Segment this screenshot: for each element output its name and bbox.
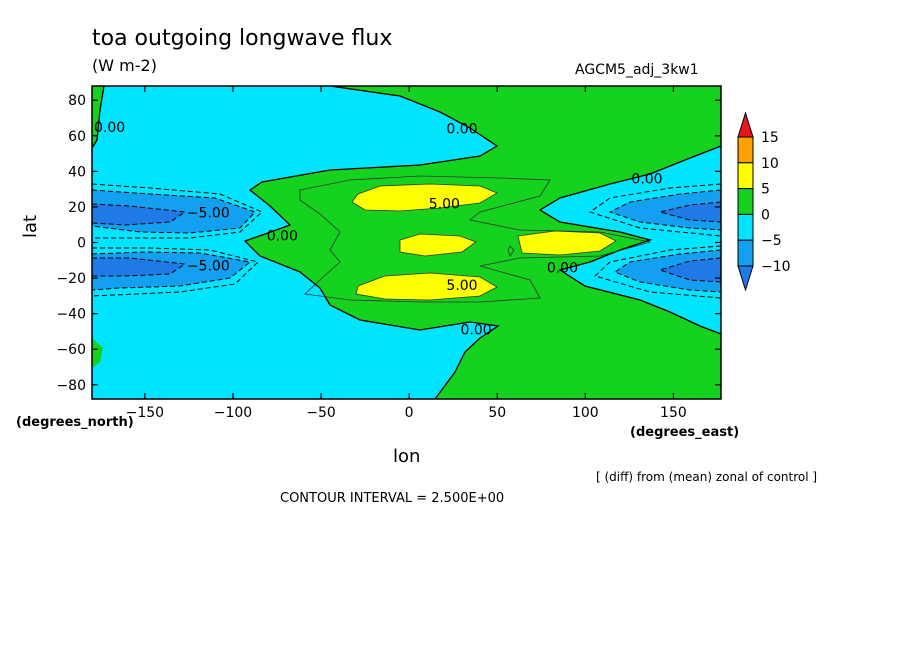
contour-label: −5.00 <box>187 205 230 221</box>
field-positive-equator-core <box>400 234 476 256</box>
y-tick-label: −40 <box>56 307 86 323</box>
contour-label: 0.00 <box>94 120 125 136</box>
contour-label: −5.00 <box>187 259 230 275</box>
colorbar-bottom-arrow <box>737 265 754 292</box>
contour-label: 0.00 <box>461 323 492 339</box>
colorbar-segment <box>737 239 754 267</box>
colorbar-segment <box>737 213 754 241</box>
contour-interval: CONTOUR INTERVAL = 2.500E+00 <box>280 491 505 506</box>
colorbar-label: 0 <box>761 207 770 223</box>
colorbar: 15 10 5 0 −5 −10 <box>737 111 791 292</box>
contour-label: 0.00 <box>547 260 578 276</box>
colorbar-label: −10 <box>761 259 791 275</box>
x-axis-title: lon <box>393 446 421 467</box>
colorbar-label: 5 <box>761 182 770 198</box>
field-positive-east-core <box>518 231 616 255</box>
contour-labels: 0.00 0.00 0.00 −5.00 0.00 5.00 0.00 −5.00 5.00 0.… <box>94 120 663 339</box>
x-unit-label: (degrees_east) <box>630 425 740 440</box>
field-minus-ten-west-south <box>92 258 185 276</box>
chart-units: (W m-2) <box>92 56 157 75</box>
x-tick-label: 50 <box>488 405 506 421</box>
y-tick-label: 60 <box>68 129 86 145</box>
field-minus-ten-east-north <box>660 202 721 222</box>
y-tick-label: 80 <box>68 93 86 109</box>
colorbar-label: 15 <box>761 130 779 146</box>
y-tick-label: 20 <box>68 200 86 216</box>
x-tick-label: −50 <box>306 405 336 421</box>
y-axis-ticks: −80 −60 −40 −20 0 20 40 60 80 <box>56 93 721 394</box>
field-minus-ten-east-south <box>660 258 721 282</box>
colorbar-segment <box>737 136 754 164</box>
x-tick-label: 100 <box>572 405 599 421</box>
field-positive-north-core <box>352 184 497 211</box>
y-axis-title: lat <box>20 214 41 238</box>
zero-contours <box>92 86 721 399</box>
contour-label: 0.00 <box>446 122 477 138</box>
field-minus-ten-west-north <box>92 204 185 225</box>
x-tick-label: 150 <box>660 405 687 421</box>
chart-title: toa outgoing longwave flux <box>92 26 393 51</box>
y-tick-label: 40 <box>68 164 86 180</box>
y-tick-label: −80 <box>56 378 86 394</box>
negative-contours <box>92 183 721 299</box>
y-tick-label: −60 <box>56 342 86 358</box>
field-west-edge-positive-south <box>92 338 103 368</box>
positive-contours <box>299 175 651 303</box>
colorbar-label: 10 <box>761 156 779 172</box>
contour-label: 5.00 <box>429 196 460 212</box>
colorbar-segment <box>737 188 754 215</box>
contour-label: 0.00 <box>267 228 298 244</box>
y-tick-label: −20 <box>56 271 86 287</box>
x-tick-label: 0 <box>405 405 414 421</box>
field-negative-northwest <box>92 86 498 399</box>
x-axis-ticks: −150 −100 −50 0 50 100 150 <box>126 86 687 421</box>
colorbar-segment <box>737 162 754 190</box>
x-tick-label: −100 <box>214 405 252 421</box>
difference-note: [ (diff) from (mean) zonal of control ] <box>596 470 818 484</box>
filled-contour-field: 0.00 0.00 0.00 −5.00 0.00 5.00 0.00 −5.00 5.00 0.… <box>92 86 721 399</box>
dataset-label: AGCM5_adj_3kw1 <box>575 62 699 78</box>
colorbar-label: −5 <box>761 233 782 249</box>
contour-label: 5.00 <box>446 278 477 294</box>
contour-label: 0.00 <box>631 171 662 187</box>
y-tick-label: 0 <box>77 236 86 252</box>
colorbar-top-arrow <box>737 111 754 138</box>
y-unit-label: (degrees_north) <box>16 415 134 430</box>
field-positive-south-core <box>356 273 497 300</box>
x-tick-label: −150 <box>126 405 164 421</box>
